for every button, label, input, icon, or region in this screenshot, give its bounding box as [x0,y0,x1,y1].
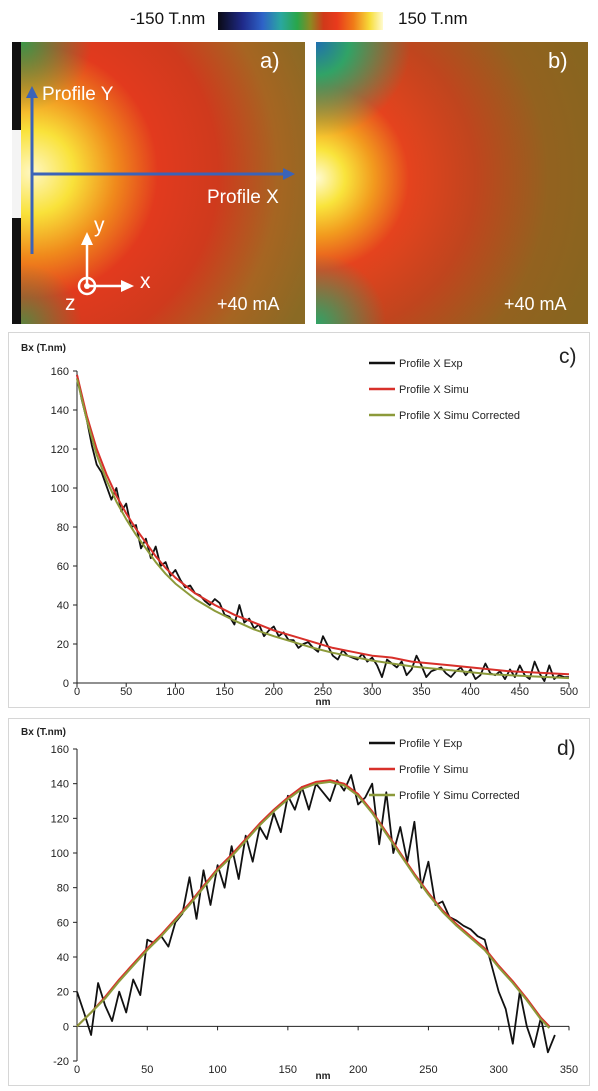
panel-b-map-image [316,42,588,324]
chart-d-legend-label-1: Profile Y Exp [399,738,462,750]
panel-a-tag: a) [260,48,280,73]
chart-c-series-line-2 [76,374,570,676]
chart-c-y-tick-label: 60 [57,561,69,573]
colorbar-max-label: 150 T.nm [398,9,468,28]
chart-d-y-tick-label: 40 [57,952,69,964]
chart-c-legend-label-1: Profile X Exp [399,358,463,370]
chart-c-y-tick-label: 100 [51,483,69,495]
chart-d-y-tick-label: 60 [57,917,69,929]
chart-c-x-tick-label: 350 [412,686,430,698]
axis-z-label: z [65,292,76,315]
chart-c-box: 0 20 40 60 80 100 120 140 160 0 50 100 150 200 250 300 3… [8,332,590,708]
chart-c-y-tick-label: 80 [57,522,69,534]
chart-d-legend-label-2: Profile Y Simu [399,764,468,776]
chart-d-y-tick-label: -20 [53,1056,69,1068]
chart-c-y-tick-label: 40 [57,600,69,612]
chart-d-profile-y: -20 0 20 40 60 80 100 120 140 160 0 50 100 150 200 250 3… [21,727,578,1082]
chart-c-legend-label-3: Profile X Simu Corrected [399,410,520,422]
chart-c-x-tick-label: 100 [166,686,184,698]
chart-c-y-tick-label: 120 [51,444,69,456]
chart-d-y-tick-label: 100 [51,848,69,860]
chart-c-x-tick-label: 500 [560,686,578,698]
chart-d-box: -20 0 20 40 60 80 100 120 140 160 0 50 100 150 200 250 3… [8,718,590,1086]
chart-d-y-tick-label: 120 [51,813,69,825]
profile-x-label: Profile X [207,187,279,208]
chart-d-panel-tag: d) [557,737,576,760]
chart-c-x-tick-label: 150 [215,686,233,698]
chart-c-x-tick-label: 400 [461,686,479,698]
chart-d-x-tick-label: 100 [208,1064,226,1076]
chart-d-series-line-2 [76,779,551,1028]
chart-d-y-tick-label: 80 [57,883,69,895]
chart-c-y-tick-label: 160 [51,366,69,378]
chart-d-y-tick-label: 140 [51,779,69,791]
axis-x-label: x [140,270,151,293]
chart-d-x-tick-label: 0 [74,1064,80,1076]
chart-c-series-line-3 [76,378,570,680]
chart-d-x-tick-label: 150 [279,1064,297,1076]
chart-d-x-tick-label: 50 [141,1064,153,1076]
panel-b-current: +40 mA [504,294,567,314]
chart-d-y-tick-label: 0 [63,1021,69,1033]
colorbar: -150 T.nm 150 T.nm [0,0,598,40]
chart-c-y-tick-label: 20 [57,639,69,651]
chart-c-legend-label-2: Profile X Simu [399,384,469,396]
chart-c-x-tick-label: 300 [363,686,381,698]
colorbar-gradient [218,12,383,30]
chart-c-x-tick-label: 250 [314,686,332,698]
chart-d-y-axis-title: Bx (T.nm) [21,727,66,738]
chart-c-x-tick-label: 450 [511,686,529,698]
chart-c-y-axis-title: Bx (T.nm) [21,343,66,354]
chart-c-x-tick-label: 0 [74,686,80,698]
axis-y-label: y [94,214,105,237]
chart-c-y-tick-label: 140 [51,405,69,417]
panel-a-map-image [12,42,305,324]
panel-b-field-map: b) +40 mA [316,42,588,324]
chart-d-x-tick-label: 300 [490,1064,508,1076]
profile-y-label: Profile Y [42,84,114,105]
chart-c-x-tick-label: 50 [120,686,132,698]
chart-d-x-tick-label: 250 [419,1064,437,1076]
chart-c-profile-x: 0 20 40 60 80 100 120 140 160 0 50 100 150 200 250 300 3… [21,343,578,708]
chart-d-series-line-3 [76,780,551,1029]
panel-b-tag: b) [548,48,568,73]
panel-a-field-map: a) Profile Y Profile X y x z +40 mA [12,42,305,324]
chart-d-legend-label-3: Profile Y Simu Corrected [399,790,520,802]
chart-d-y-tick-label: 160 [51,744,69,756]
colorbar-min-label: -150 T.nm [130,9,206,28]
chart-d-series-line-1 [76,774,556,1054]
chart-d-x-axis-title: nm [316,1071,331,1082]
chart-d-y-tick-label: 20 [57,987,69,999]
chart-c-x-axis-title: nm [316,697,331,707]
panel-a-current: +40 mA [217,294,280,314]
chart-c-y-tick-label: 0 [63,678,69,690]
chart-c-x-tick-label: 200 [265,686,283,698]
chart-d-x-tick-label: 200 [349,1064,367,1076]
chart-c-panel-tag: c) [559,345,577,368]
chart-d-x-tick-label: 350 [560,1064,578,1076]
